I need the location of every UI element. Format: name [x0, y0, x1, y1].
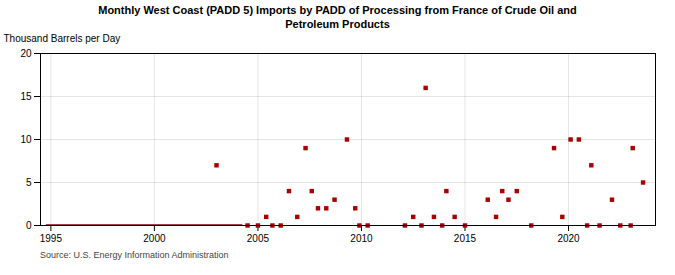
svg-text:2005: 2005 [247, 233, 270, 244]
svg-text:5: 5 [26, 177, 32, 188]
svg-text:Thousand Barrels per Day: Thousand Barrels per Day [4, 33, 121, 44]
svg-text:15: 15 [20, 91, 32, 102]
svg-text:10: 10 [20, 134, 32, 145]
svg-text:2000: 2000 [143, 233, 166, 244]
svg-text:2020: 2020 [557, 233, 580, 244]
svg-text:1995: 1995 [40, 233, 63, 244]
html-text:Source: U.S. Energy Informatio: Source: U.S. Energy Information Administ… [40, 250, 229, 260]
svg-text:0: 0 [26, 220, 32, 231]
svg-text:2015: 2015 [454, 233, 477, 244]
svg-text:20: 20 [20, 48, 32, 59]
html-text:Monthly West Coast (PADD 5) Im: Monthly West Coast (PADD 5) Imports by P… [98, 4, 577, 16]
html-text:Petroleum Products: Petroleum Products [285, 18, 390, 30]
svg-text:2010: 2010 [350, 233, 373, 244]
